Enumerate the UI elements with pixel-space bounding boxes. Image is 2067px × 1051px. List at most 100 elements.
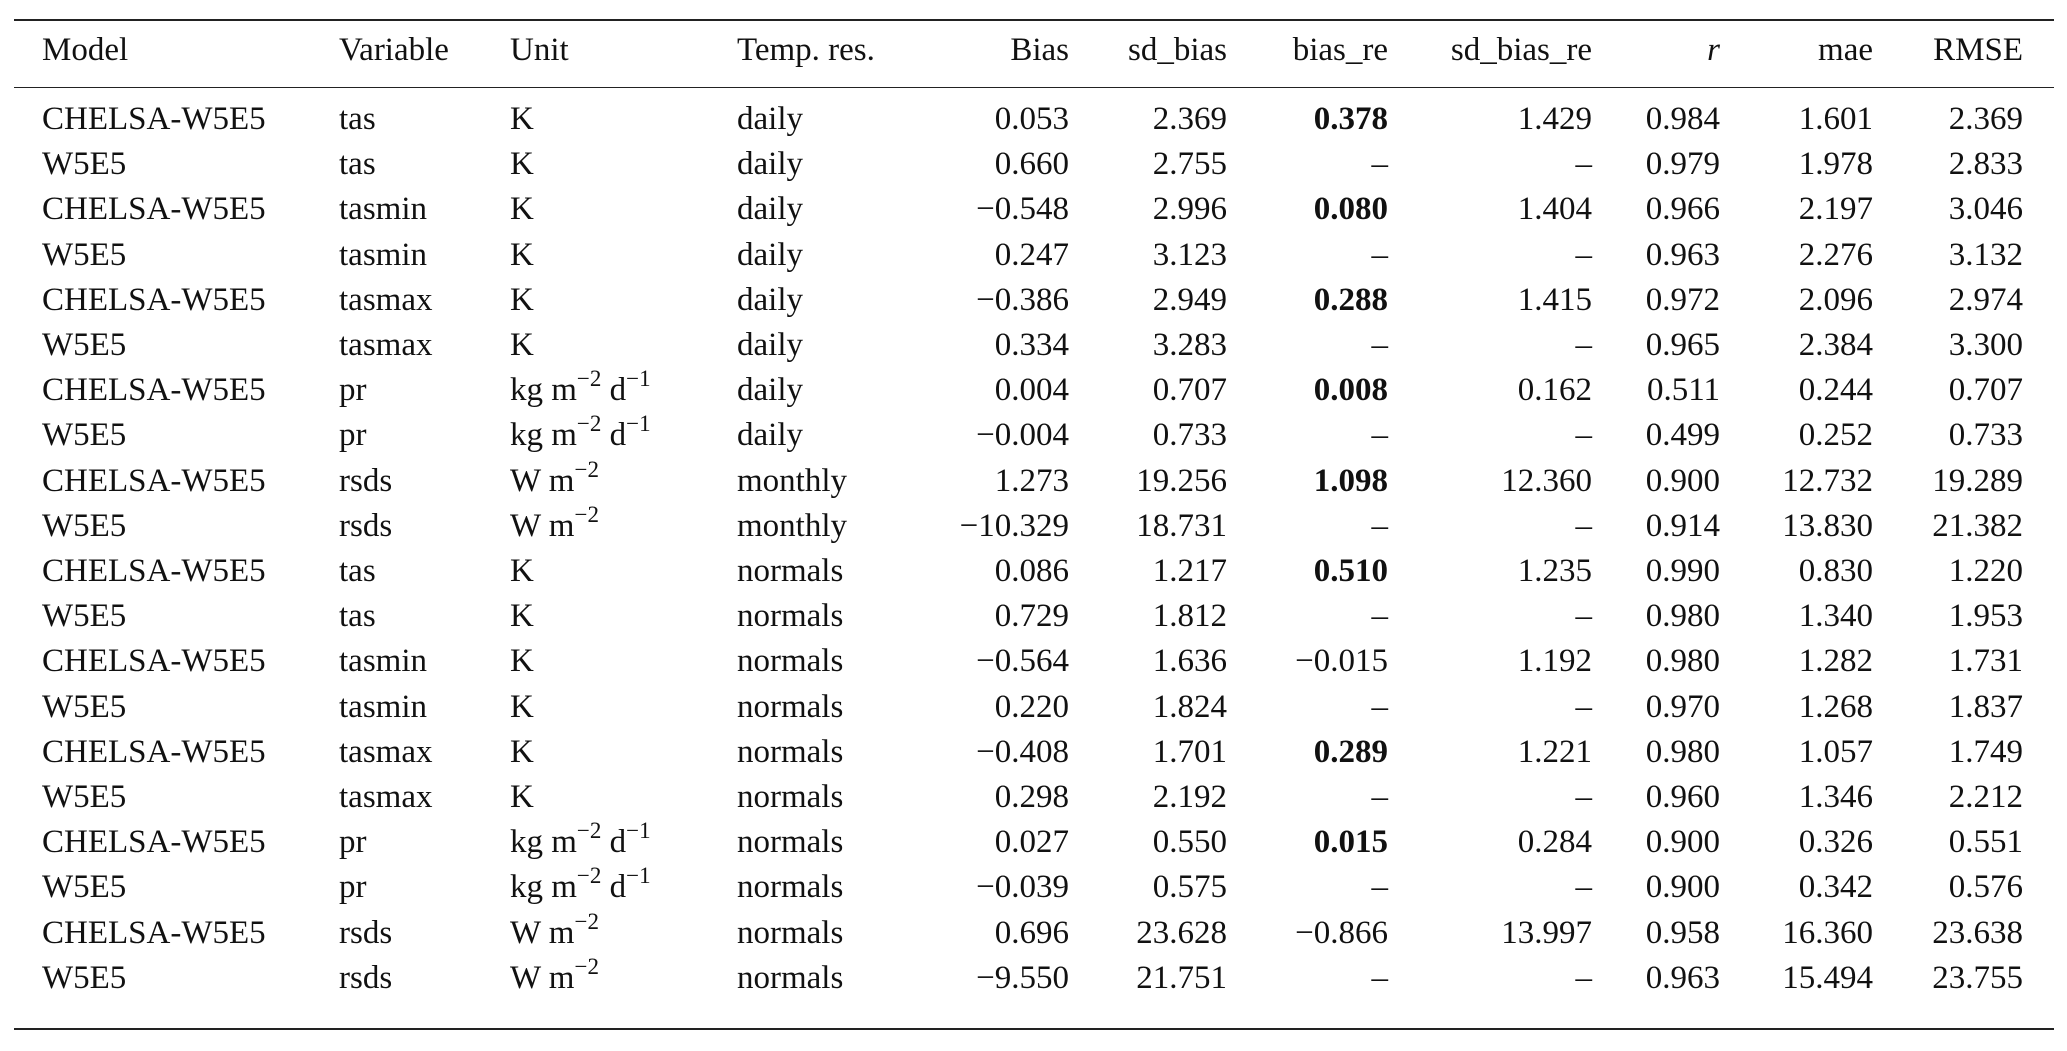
value-cell: 3.046 [1948, 191, 2023, 228]
value-cell: 0.298 [994, 779, 1069, 815]
value-cell: 0.008 [1313, 372, 1388, 409]
model-cell: W5E5 [42, 507, 127, 544]
value-cell: 0.958 [1645, 914, 1720, 951]
unit-cell: K [510, 144, 534, 184]
value-cell: 0.900 [1645, 462, 1720, 499]
variable-cell: tas [339, 553, 376, 589]
value-cell: 0.960 [1645, 779, 1720, 815]
temp-res-cell: normals [737, 553, 844, 589]
value-cell: 0.972 [1645, 281, 1720, 318]
unit-exponent: −2 [576, 863, 602, 889]
model-cell: CHELSA-W5E5 [42, 914, 266, 951]
variable-cell: tasmax [339, 733, 433, 770]
value-cell: 1.221 [1517, 733, 1592, 770]
variable-cell: tasmin [339, 688, 427, 725]
value-cell: 1.282 [1798, 643, 1873, 680]
value-cell: −0.408 [976, 733, 1069, 770]
unit-base: K [510, 733, 534, 770]
column-header: bias_re [1292, 32, 1388, 68]
unit-exponent: −2 [574, 501, 599, 527]
value-cell: – [1575, 688, 1593, 725]
unit-base: K [510, 643, 534, 680]
value-cell: −0.866 [1295, 914, 1388, 951]
unit-cell: kg m−2 d−1 [510, 864, 651, 907]
value-cell: 1.731 [1948, 643, 2023, 680]
variable-cell: pr [339, 869, 367, 906]
temp-res-cell: monthly [737, 507, 848, 544]
value-cell: 1.978 [1798, 146, 1873, 183]
unit-base: d [601, 869, 627, 906]
unit-exponent: −2 [576, 366, 602, 392]
variable-cell: rsds [339, 914, 393, 951]
variable-cell: tas [339, 598, 376, 635]
value-cell: 0.551 [1948, 824, 2023, 861]
value-cell: 0.252 [1798, 417, 1873, 454]
value-cell: 0.499 [1645, 417, 1720, 454]
value-cell: 3.132 [1948, 236, 2023, 273]
value-cell: 1.273 [994, 462, 1069, 499]
value-cell: −10.329 [959, 507, 1069, 544]
value-cell: 0.289 [1313, 733, 1388, 770]
unit-base: W m [510, 959, 575, 996]
unit-base: K [510, 327, 534, 363]
unit-exponent: −2 [574, 908, 599, 934]
unit-cell: K [510, 325, 534, 365]
unit-cell: K [510, 596, 534, 636]
value-cell: 0.511 [1646, 372, 1720, 409]
variable-cell: rsds [339, 462, 393, 499]
value-cell: −0.004 [976, 417, 1069, 454]
value-cell: 0.900 [1645, 869, 1720, 906]
temp-res-cell: normals [737, 959, 844, 996]
value-cell: – [1371, 236, 1389, 273]
value-cell: 0.696 [994, 914, 1069, 951]
model-cell: W5E5 [42, 779, 127, 815]
value-cell: −0.386 [976, 281, 1069, 318]
value-cell: 3.300 [1948, 327, 2023, 363]
unit-exponent: −2 [574, 456, 599, 482]
value-cell: 3.123 [1152, 236, 1227, 273]
value-cell: 1.346 [1798, 779, 1873, 815]
unit-cell: W m−2 [510, 955, 599, 998]
unit-exponent: −1 [626, 818, 651, 844]
value-cell: 0.027 [994, 824, 1069, 861]
value-cell: 2.974 [1948, 281, 2023, 318]
temp-res-cell: normals [737, 688, 844, 725]
value-cell: – [1371, 327, 1389, 363]
variable-cell: tas [339, 146, 376, 183]
value-cell: 1.098 [1313, 462, 1388, 499]
value-cell: 0.980 [1645, 598, 1720, 635]
value-cell: 2.369 [1948, 101, 2023, 137]
unit-base: K [510, 101, 534, 137]
bottom-rule [14, 1028, 2054, 1030]
unit-base: K [510, 779, 534, 815]
column-header: r [1707, 32, 1720, 68]
value-cell: 2.949 [1152, 281, 1227, 318]
value-cell: 3.283 [1152, 327, 1227, 363]
value-cell: 1.192 [1517, 643, 1592, 680]
model-cell: W5E5 [42, 327, 127, 363]
model-cell: CHELSA-W5E5 [42, 281, 266, 318]
value-cell: 1.235 [1517, 553, 1592, 589]
value-cell: −0.039 [976, 869, 1069, 906]
unit-cell: K [510, 732, 534, 772]
value-cell: 0.980 [1645, 733, 1720, 770]
unit-cell: K [510, 99, 534, 139]
value-cell: 1.601 [1798, 101, 1873, 137]
value-cell: – [1371, 146, 1389, 183]
value-cell: 0.288 [1313, 281, 1388, 318]
variable-cell: tasmin [339, 643, 427, 680]
value-cell: 0.247 [994, 236, 1069, 273]
unit-base: kg m [510, 824, 577, 861]
value-cell: 0.729 [994, 598, 1069, 635]
variable-cell: pr [339, 824, 367, 861]
variable-cell: rsds [339, 959, 393, 996]
temp-res-cell: daily [737, 372, 803, 409]
value-cell: 1.429 [1517, 101, 1592, 137]
value-cell: 19.289 [1932, 462, 2023, 499]
model-cell: W5E5 [42, 236, 127, 273]
temp-res-cell: normals [737, 779, 844, 815]
column-header: Variable [339, 32, 449, 68]
unit-base: W m [510, 462, 575, 499]
value-cell: 23.628 [1136, 914, 1227, 951]
value-cell: 1.217 [1152, 553, 1227, 589]
